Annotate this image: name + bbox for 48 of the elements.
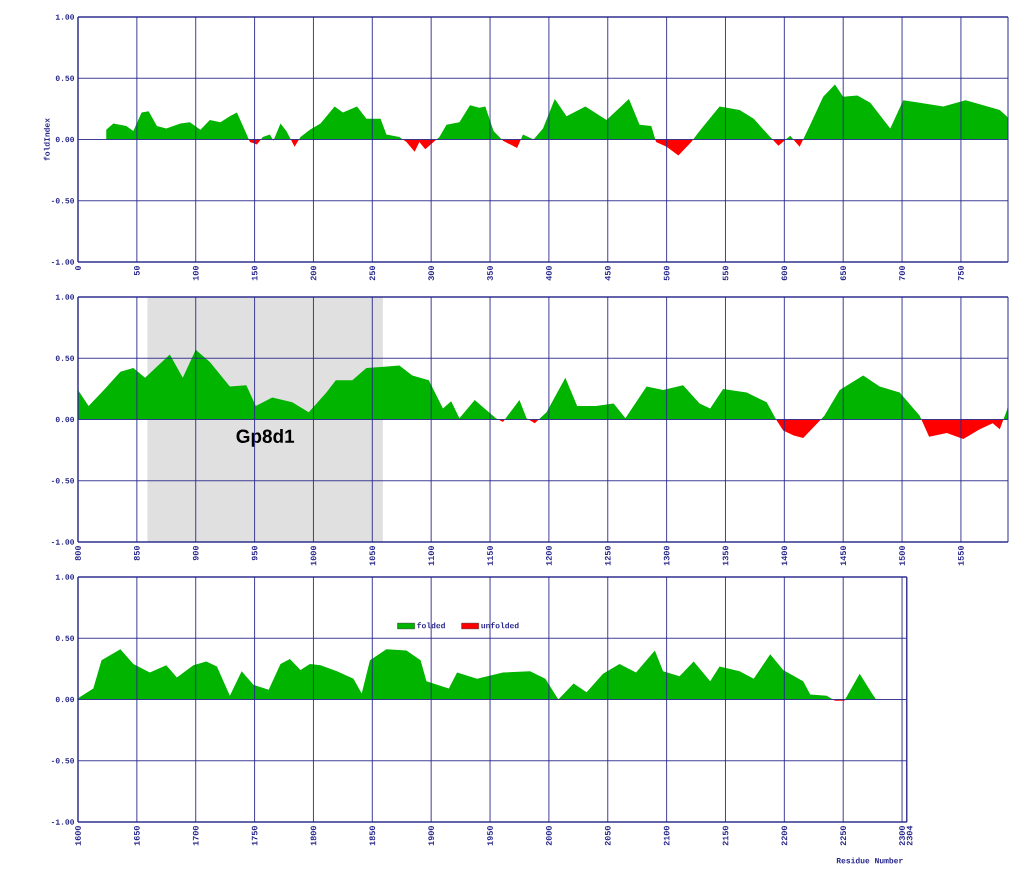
x-tick-label: 1500	[899, 546, 905, 566]
x-tick-label: 1650	[133, 826, 140, 846]
x-tick-label: 1050	[369, 546, 376, 566]
x-tick-label: 2200	[781, 826, 788, 846]
x-tick-label: 1450	[840, 546, 847, 566]
x-tick-label: 300	[428, 266, 435, 281]
x-tick-label: 2100	[663, 826, 670, 846]
x-tick-label: 2304	[906, 825, 913, 846]
x-tick-label: 500	[663, 266, 670, 281]
x-tick-label: 650	[840, 266, 847, 281]
x-tick-label: 350	[487, 266, 493, 281]
x-tick-label: 1100	[428, 546, 435, 566]
x-tick-label: 600	[781, 266, 788, 281]
x-tick-label: 900	[192, 546, 199, 561]
x-tick-label: 1950	[487, 826, 493, 846]
x-tick-label: 700	[899, 266, 905, 281]
x-tick-label: 1800	[310, 826, 317, 846]
x-tick-label: 1200	[546, 546, 552, 566]
x-tick-label: 1750	[251, 826, 258, 846]
x-tick-label: 850	[133, 546, 140, 561]
x-tick-label: 1600	[75, 826, 81, 846]
x-tick-label: 1250	[604, 546, 611, 566]
x-tick-label: 150	[251, 266, 258, 281]
x-tick-label: 750	[958, 266, 964, 281]
x-tick-label: 450	[604, 266, 611, 281]
x-tick-label: 1850	[369, 826, 376, 846]
x-tick-label: 2000	[546, 826, 552, 846]
x-tick-label: 250	[369, 266, 376, 281]
x-tick-label: 800	[75, 546, 81, 561]
x-tick-label: 1000	[310, 546, 317, 566]
x-tick-label: 400	[546, 266, 552, 281]
x-tick-label: 950	[251, 546, 258, 561]
x-tick-label: 550	[722, 266, 729, 281]
x-tick-label: 1900	[428, 826, 435, 846]
x-tick-label: 1700	[192, 826, 199, 846]
x-tick-label: 1300	[663, 546, 670, 566]
x-tick-label: 200	[310, 266, 317, 281]
x-tick-label: 2050	[604, 826, 611, 846]
x-tick-label: 1350	[722, 546, 729, 566]
x-tick-label: 2150	[722, 826, 729, 846]
x-tick-label: 100	[192, 266, 199, 281]
x-tick-label: 1400	[781, 546, 788, 566]
x-tick-label: 2250	[840, 826, 847, 846]
x-tick-label: 1550	[958, 546, 964, 566]
x-tick-label: 1150	[487, 546, 493, 566]
x-tick-label: 50	[133, 266, 140, 276]
x-tick-label: 2300	[899, 826, 905, 846]
x-tick-label: 0	[75, 266, 81, 271]
